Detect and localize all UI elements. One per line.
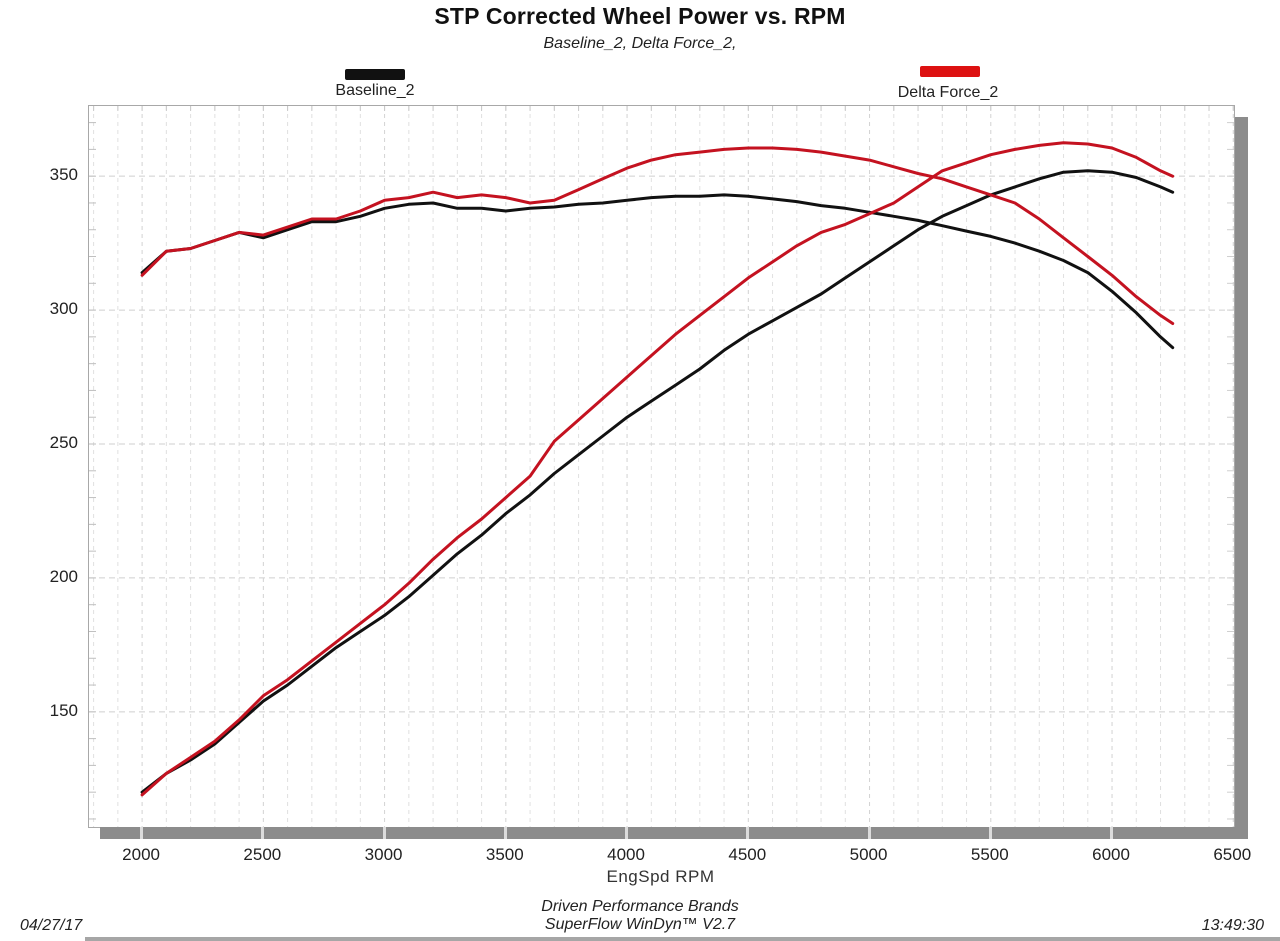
footer-software-version: SuperFlow WinDyn™ V2.7 [544, 916, 736, 933]
footer-time: 13:49:30 [1201, 917, 1264, 934]
x-tick-label: 5000 [849, 845, 888, 864]
legend-swatch-baseline [345, 69, 405, 80]
legend-swatch-delta-force [920, 66, 980, 77]
y-tick-label: 150 [49, 700, 78, 720]
x-axis-notch [625, 827, 629, 839]
x-tick-label: 4500 [728, 845, 767, 864]
plot-shadow-bottom [100, 827, 1248, 839]
plot-area [88, 105, 1235, 828]
footer-date: 04/27/17 [20, 917, 83, 934]
x-tick-label: 3000 [364, 845, 403, 864]
series-delta-force-2-torque [140, 146, 1175, 325]
x-axis-label: EngSpd RPM [606, 867, 715, 886]
x-tick-label: 4000 [607, 845, 645, 864]
x-axis-notch [382, 827, 386, 839]
x-tick-label: 2500 [243, 845, 282, 864]
y-tick-label: 200 [49, 566, 78, 586]
x-tick-label: 5500 [970, 845, 1009, 864]
footer-brand-line1: Driven Performance Brands [541, 898, 739, 915]
x-axis-notch [1110, 827, 1114, 839]
x-tick-label: 6000 [1092, 845, 1130, 864]
y-tick-label: 300 [49, 299, 78, 319]
x-axis-notch [503, 827, 507, 839]
y-tick-label: 350 [49, 165, 78, 185]
series-delta-force-2-power [140, 141, 1175, 797]
dyno-chart [89, 106, 1234, 827]
plot-shadow-right [1235, 117, 1248, 839]
y-tick-label: 250 [49, 433, 78, 452]
x-axis-notch [988, 827, 992, 839]
chart-title: STP Corrected Wheel Power vs. RPM [434, 3, 846, 29]
series-baseline-2-power [140, 169, 1175, 794]
legend-label-baseline: Baseline_2 [335, 82, 415, 99]
chart-subtitle: Baseline_2, Delta Force_2, [543, 35, 737, 52]
x-axis-notch [867, 827, 871, 839]
x-axis-notch [746, 827, 750, 839]
x-tick-label: 2000 [122, 845, 160, 864]
x-tick-label: 3500 [485, 845, 524, 864]
x-tick-label: 6500 [1213, 845, 1252, 864]
x-axis-notch [261, 827, 265, 839]
series-baseline-2-torque [140, 193, 1175, 350]
x-axis-notch [140, 827, 144, 839]
legend-label-delta-force: Delta Force_2 [897, 84, 999, 101]
window-bottom-strip [85, 937, 1280, 941]
